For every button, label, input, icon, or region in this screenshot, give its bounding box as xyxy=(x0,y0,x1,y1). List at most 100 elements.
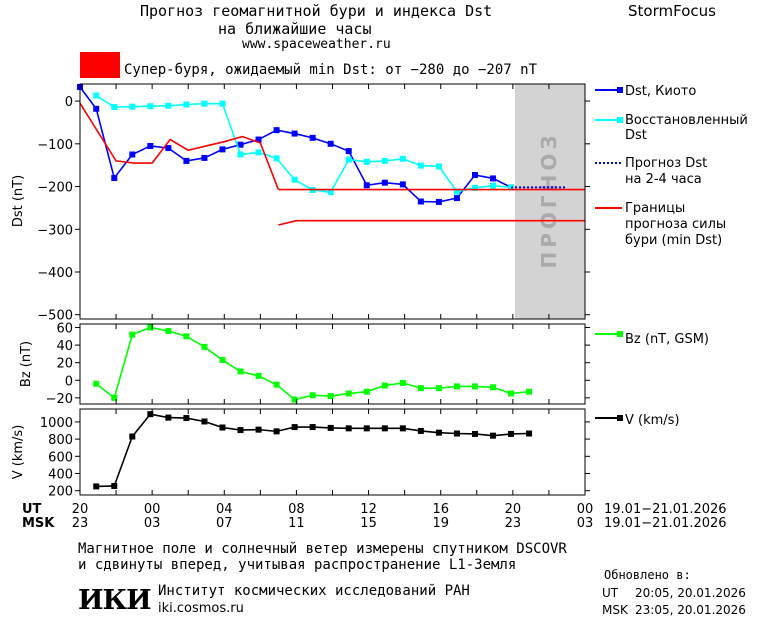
bz-series-0-point xyxy=(129,331,136,338)
dst-ytick-label: 0 xyxy=(65,95,73,110)
dst-series-1-point xyxy=(399,155,406,162)
v-series-0-point xyxy=(363,425,370,432)
storm-level-label: Супер-буря, ожидаемый min Dst: от −280 д… xyxy=(124,62,538,78)
x-tick-label-msk: 23 xyxy=(505,516,522,531)
dst-series-0-point xyxy=(219,146,226,153)
dst-ytick-label: −200 xyxy=(37,181,73,196)
dst-series-1-point xyxy=(291,176,298,183)
v-plot-frame xyxy=(79,408,586,496)
v-series-0-point xyxy=(273,428,280,435)
page-subtitle: на ближайшие часы xyxy=(218,20,372,38)
legend-forecast-2: на 2-4 часа xyxy=(625,172,702,187)
dst-series-0-point xyxy=(255,136,262,143)
v-ytick-label: 600 xyxy=(48,450,73,465)
x-tick-label-ut: 08 xyxy=(288,502,305,517)
dst-ytick-label: −300 xyxy=(37,223,73,238)
dst-series-1-point xyxy=(471,184,478,191)
storm-level-swatch xyxy=(80,52,120,78)
institute-url[interactable]: iki.cosmos.ru xyxy=(158,601,244,616)
dst-series-0-point xyxy=(237,141,244,148)
dst-series-1-point xyxy=(417,162,424,169)
bz-series-0-point xyxy=(93,380,100,387)
bz-series-0-point xyxy=(327,393,334,400)
bz-series-0-point xyxy=(291,396,298,403)
dst-series-1-point xyxy=(363,158,370,165)
x-tick-label-ut: 04 xyxy=(216,502,233,517)
legend: Dst, Киото Восстановленный Dst Прогноз D… xyxy=(595,84,748,428)
ut-date-range: 19.01−21.01.2026 xyxy=(604,502,727,517)
v-series-0-point xyxy=(399,425,406,432)
bz-series-0-point xyxy=(453,383,460,390)
v-series-0-point xyxy=(147,411,154,418)
dst-series-0-point xyxy=(309,134,316,141)
dst-series-1-point xyxy=(183,101,190,108)
bz-series-0-point xyxy=(237,368,244,375)
v-series-0-point xyxy=(111,482,118,489)
iki-logo: ИКИ xyxy=(78,585,152,616)
v-series-0-point xyxy=(93,483,100,490)
dst-plot-frame xyxy=(79,83,586,320)
dst-ytick-label: −400 xyxy=(37,266,73,281)
x-tick-label-msk: 19 xyxy=(432,516,449,531)
x-tick-label-msk: 03 xyxy=(144,516,161,531)
forecast-band xyxy=(515,84,585,319)
updated-msk-label: MSK xyxy=(602,603,628,617)
legend-bounds: Границы xyxy=(625,201,685,216)
v-series-0-point xyxy=(471,430,478,437)
dst-ytick-label: −100 xyxy=(37,138,73,153)
dst-series-0-point xyxy=(399,181,406,188)
dst-ytick-label: −500 xyxy=(37,309,73,324)
x-tick-label-ut: 00 xyxy=(577,502,594,517)
bz-ytick-label: 60 xyxy=(56,322,73,337)
measurement-note-2: и сдвинуты вперед, учитывая распростране… xyxy=(78,557,517,573)
x-tick-label-ut: 12 xyxy=(360,502,377,517)
dst-series-1-point xyxy=(381,157,388,164)
v-ytick-label: 1000 xyxy=(40,416,73,431)
updated-ut-time: 20:05, 20.01.2026 xyxy=(635,586,746,600)
dst-series-0-point xyxy=(417,198,424,205)
bz-series-0-point xyxy=(201,343,208,350)
x-tick-label-msk: 07 xyxy=(216,516,233,531)
bz-series-0-point xyxy=(309,392,316,399)
dst-series-1-point xyxy=(93,92,100,99)
bz-series-0-line xyxy=(95,326,530,401)
legend-restored-dst: Восстановленный xyxy=(625,113,748,128)
dst-series-0-point xyxy=(471,172,478,179)
x-tick-label-ut: 20 xyxy=(72,502,89,517)
dst-series-0-point xyxy=(291,130,298,137)
dst-series-1-point xyxy=(453,188,460,195)
v-series-0-point xyxy=(508,430,515,437)
legend-bounds-2: прогноза силы xyxy=(625,217,726,232)
dst-series-1-point xyxy=(111,104,118,111)
v-ytick-label: 400 xyxy=(48,468,73,483)
dst-series-1-point xyxy=(435,163,442,170)
x-tick-label-ut: 16 xyxy=(432,502,449,517)
legend-bounds-3: бури (min Dst) xyxy=(625,233,722,248)
dst-series-1-point xyxy=(219,100,226,107)
bz-ytick-label: 0 xyxy=(65,374,73,389)
updated-msk-time: 23:05, 20.01.2026 xyxy=(635,603,746,617)
website-link[interactable]: www.spaceweather.ru xyxy=(242,37,391,52)
dst-series-1-point xyxy=(327,189,334,196)
bz-series-0-point xyxy=(435,385,442,392)
bz-series-0-point xyxy=(165,328,172,335)
v-ytick-label: 800 xyxy=(48,433,73,448)
legend-forecast: Прогноз Dst xyxy=(625,156,707,171)
bz-series-0-point xyxy=(381,382,388,389)
legend-dst-kyoto: Dst, Киото xyxy=(625,84,696,99)
dst-series-0-point xyxy=(363,182,370,189)
bz-series-0-point xyxy=(111,394,118,401)
dst-series-0-point xyxy=(490,175,497,182)
dst-series-1-point xyxy=(255,149,262,156)
v-series-0-point xyxy=(237,427,244,434)
bz-series-0-point xyxy=(255,372,262,379)
dst-series-1-point xyxy=(201,100,208,107)
v-series-0-point xyxy=(129,433,136,440)
dst-series-1-point xyxy=(129,103,136,110)
v-series-0-point xyxy=(490,432,497,439)
dst-panel: ПРОГНОЗ 0 −100 −200 −300 −400 −500 Dst (nT) xyxy=(11,83,590,324)
dst-series-0-point xyxy=(129,151,136,158)
dst-series-1-point xyxy=(147,103,154,110)
v-series-0-point xyxy=(291,424,298,431)
